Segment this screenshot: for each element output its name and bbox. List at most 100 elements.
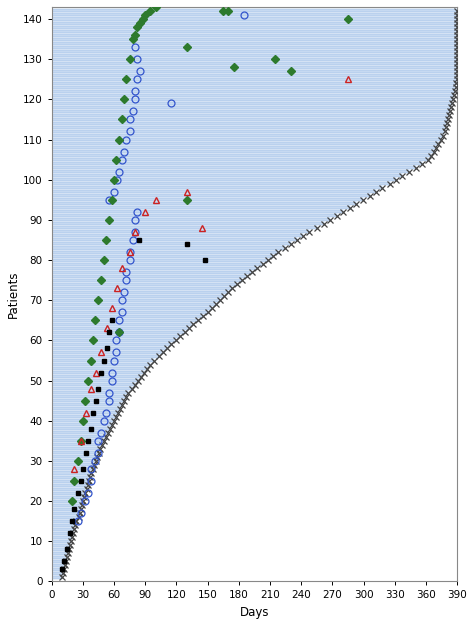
Bar	[52, 90, 455, 93]
Bar	[52, 516, 79, 519]
Bar	[52, 230, 310, 233]
Bar	[52, 387, 132, 390]
Bar	[52, 403, 122, 406]
Bar	[52, 174, 402, 177]
Bar	[52, 190, 376, 193]
Bar	[52, 21, 457, 24]
Bar	[52, 540, 71, 543]
Bar	[52, 9, 457, 13]
Bar	[52, 383, 135, 386]
Bar	[52, 423, 112, 426]
Bar	[52, 182, 390, 185]
Bar	[52, 94, 454, 97]
Bar	[52, 572, 63, 575]
Bar	[52, 483, 88, 486]
Bar	[52, 279, 242, 282]
Bar	[52, 371, 144, 374]
Bar	[52, 218, 330, 222]
Bar	[52, 500, 82, 503]
Bar	[52, 239, 297, 242]
Bar	[52, 576, 62, 579]
Bar	[52, 138, 440, 141]
Bar	[52, 335, 181, 338]
Bar	[52, 29, 457, 33]
Bar	[52, 343, 171, 346]
Bar	[52, 379, 138, 382]
Bar	[52, 303, 216, 305]
Bar	[52, 323, 193, 326]
Bar	[52, 504, 82, 506]
Bar	[52, 367, 147, 370]
Bar	[52, 14, 457, 16]
Bar	[52, 347, 167, 350]
Bar	[52, 122, 447, 125]
Bar	[52, 315, 203, 318]
Bar	[52, 463, 94, 466]
Bar	[52, 150, 434, 153]
Bar	[52, 290, 228, 294]
Bar	[52, 363, 150, 366]
Bar	[52, 375, 141, 378]
Bar	[52, 431, 108, 434]
Bar	[52, 411, 118, 414]
Bar	[52, 319, 198, 322]
Bar	[52, 299, 220, 302]
Bar	[52, 98, 453, 101]
Bar	[52, 564, 65, 567]
Bar	[52, 531, 73, 535]
Bar	[52, 568, 64, 571]
X-axis label: Days: Days	[239, 606, 269, 619]
Y-axis label: Patients: Patients	[7, 270, 20, 318]
Bar	[52, 222, 324, 225]
Bar	[52, 491, 85, 495]
Bar	[52, 468, 93, 471]
Bar	[52, 110, 450, 113]
Bar	[52, 78, 457, 81]
Bar	[52, 459, 96, 463]
Bar	[52, 134, 443, 137]
Bar	[52, 295, 224, 298]
Bar	[52, 34, 457, 36]
Bar	[52, 552, 68, 555]
Bar	[52, 310, 208, 314]
Bar	[52, 235, 303, 237]
Bar	[52, 359, 155, 362]
Bar	[52, 443, 102, 446]
Bar	[52, 544, 70, 547]
Bar	[52, 202, 356, 205]
Bar	[52, 207, 350, 209]
Bar	[52, 508, 81, 511]
Bar	[52, 250, 278, 254]
Bar	[52, 399, 124, 402]
Bar	[52, 142, 438, 145]
Bar	[52, 267, 257, 270]
Bar	[52, 548, 69, 551]
Bar	[52, 262, 263, 265]
Bar	[52, 26, 457, 29]
Bar	[52, 69, 457, 73]
Bar	[52, 162, 422, 165]
Bar	[52, 407, 120, 410]
Bar	[52, 355, 159, 358]
Bar	[52, 102, 452, 105]
Bar	[52, 255, 273, 257]
Bar	[52, 154, 431, 157]
Bar	[52, 476, 90, 478]
Bar	[52, 448, 100, 450]
Bar	[52, 178, 396, 181]
Bar	[52, 488, 87, 491]
Bar	[52, 170, 410, 173]
Bar	[52, 66, 457, 69]
Bar	[52, 435, 106, 438]
Bar	[52, 528, 74, 531]
Bar	[52, 524, 75, 526]
Bar	[52, 247, 284, 250]
Bar	[52, 391, 128, 394]
Bar	[52, 275, 247, 278]
Bar	[52, 496, 84, 498]
Bar	[52, 480, 89, 483]
Bar	[52, 198, 363, 202]
Bar	[52, 18, 457, 21]
Bar	[52, 146, 437, 149]
Bar	[52, 194, 370, 197]
